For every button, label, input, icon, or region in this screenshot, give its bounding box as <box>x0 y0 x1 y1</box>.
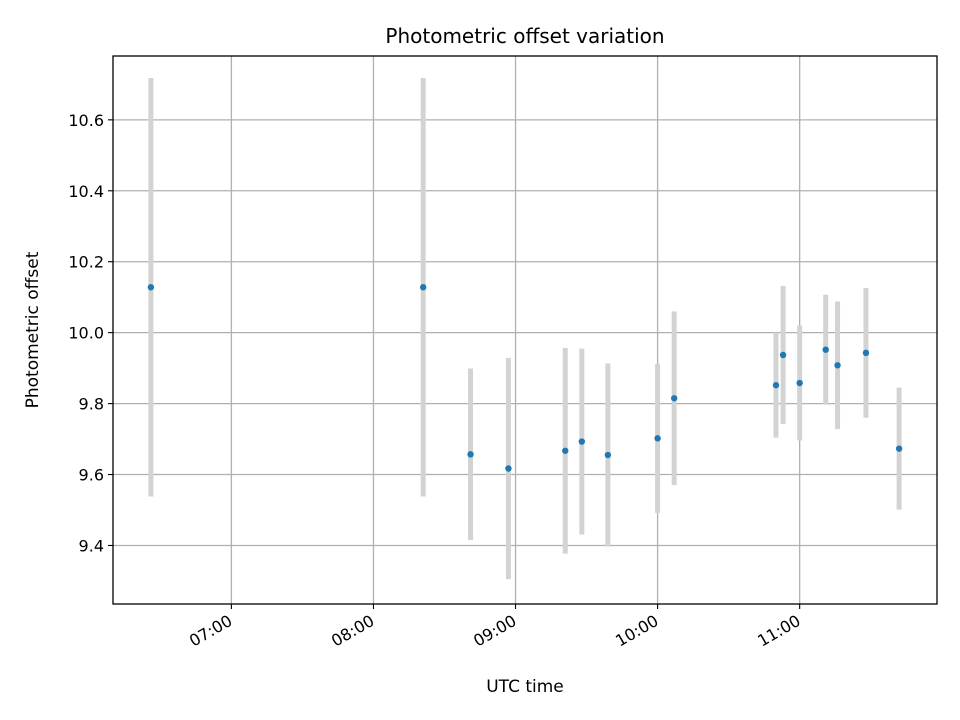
y-axis-ticks: 9.4 9.6 9.8 10.0 10.2 10.4 10.6 <box>68 111 113 555</box>
data-point <box>419 284 427 291</box>
y-tick-label: 10.0 <box>68 324 104 343</box>
data-point <box>779 351 787 359</box>
x-axis-label: UTC time <box>486 677 564 697</box>
plot-frame <box>112 55 938 605</box>
data-point <box>862 349 870 357</box>
data-point <box>467 451 474 458</box>
data-point <box>654 435 661 442</box>
y-axis-label: Photometric offset <box>23 251 43 408</box>
data-point <box>796 379 803 387</box>
y-tick-label: 10.6 <box>68 111 104 130</box>
chart-title: Photometric offset variation <box>385 24 664 48</box>
data-point <box>822 346 829 353</box>
y-tick-label: 9.6 <box>79 466 104 485</box>
data-point <box>604 451 612 459</box>
data-point <box>578 438 586 445</box>
data-point <box>895 445 903 452</box>
data-point <box>147 284 155 291</box>
y-tick-label: 10.2 <box>68 253 104 272</box>
y-tick-label: 9.4 <box>79 536 104 555</box>
data-point <box>562 447 569 454</box>
data-points <box>147 284 903 472</box>
y-tick-label: 9.8 <box>79 395 104 414</box>
data-point <box>670 395 678 402</box>
data-point <box>772 381 780 389</box>
data-point <box>834 362 841 369</box>
data-point <box>505 465 512 472</box>
y-tick-label: 10.4 <box>68 182 104 201</box>
